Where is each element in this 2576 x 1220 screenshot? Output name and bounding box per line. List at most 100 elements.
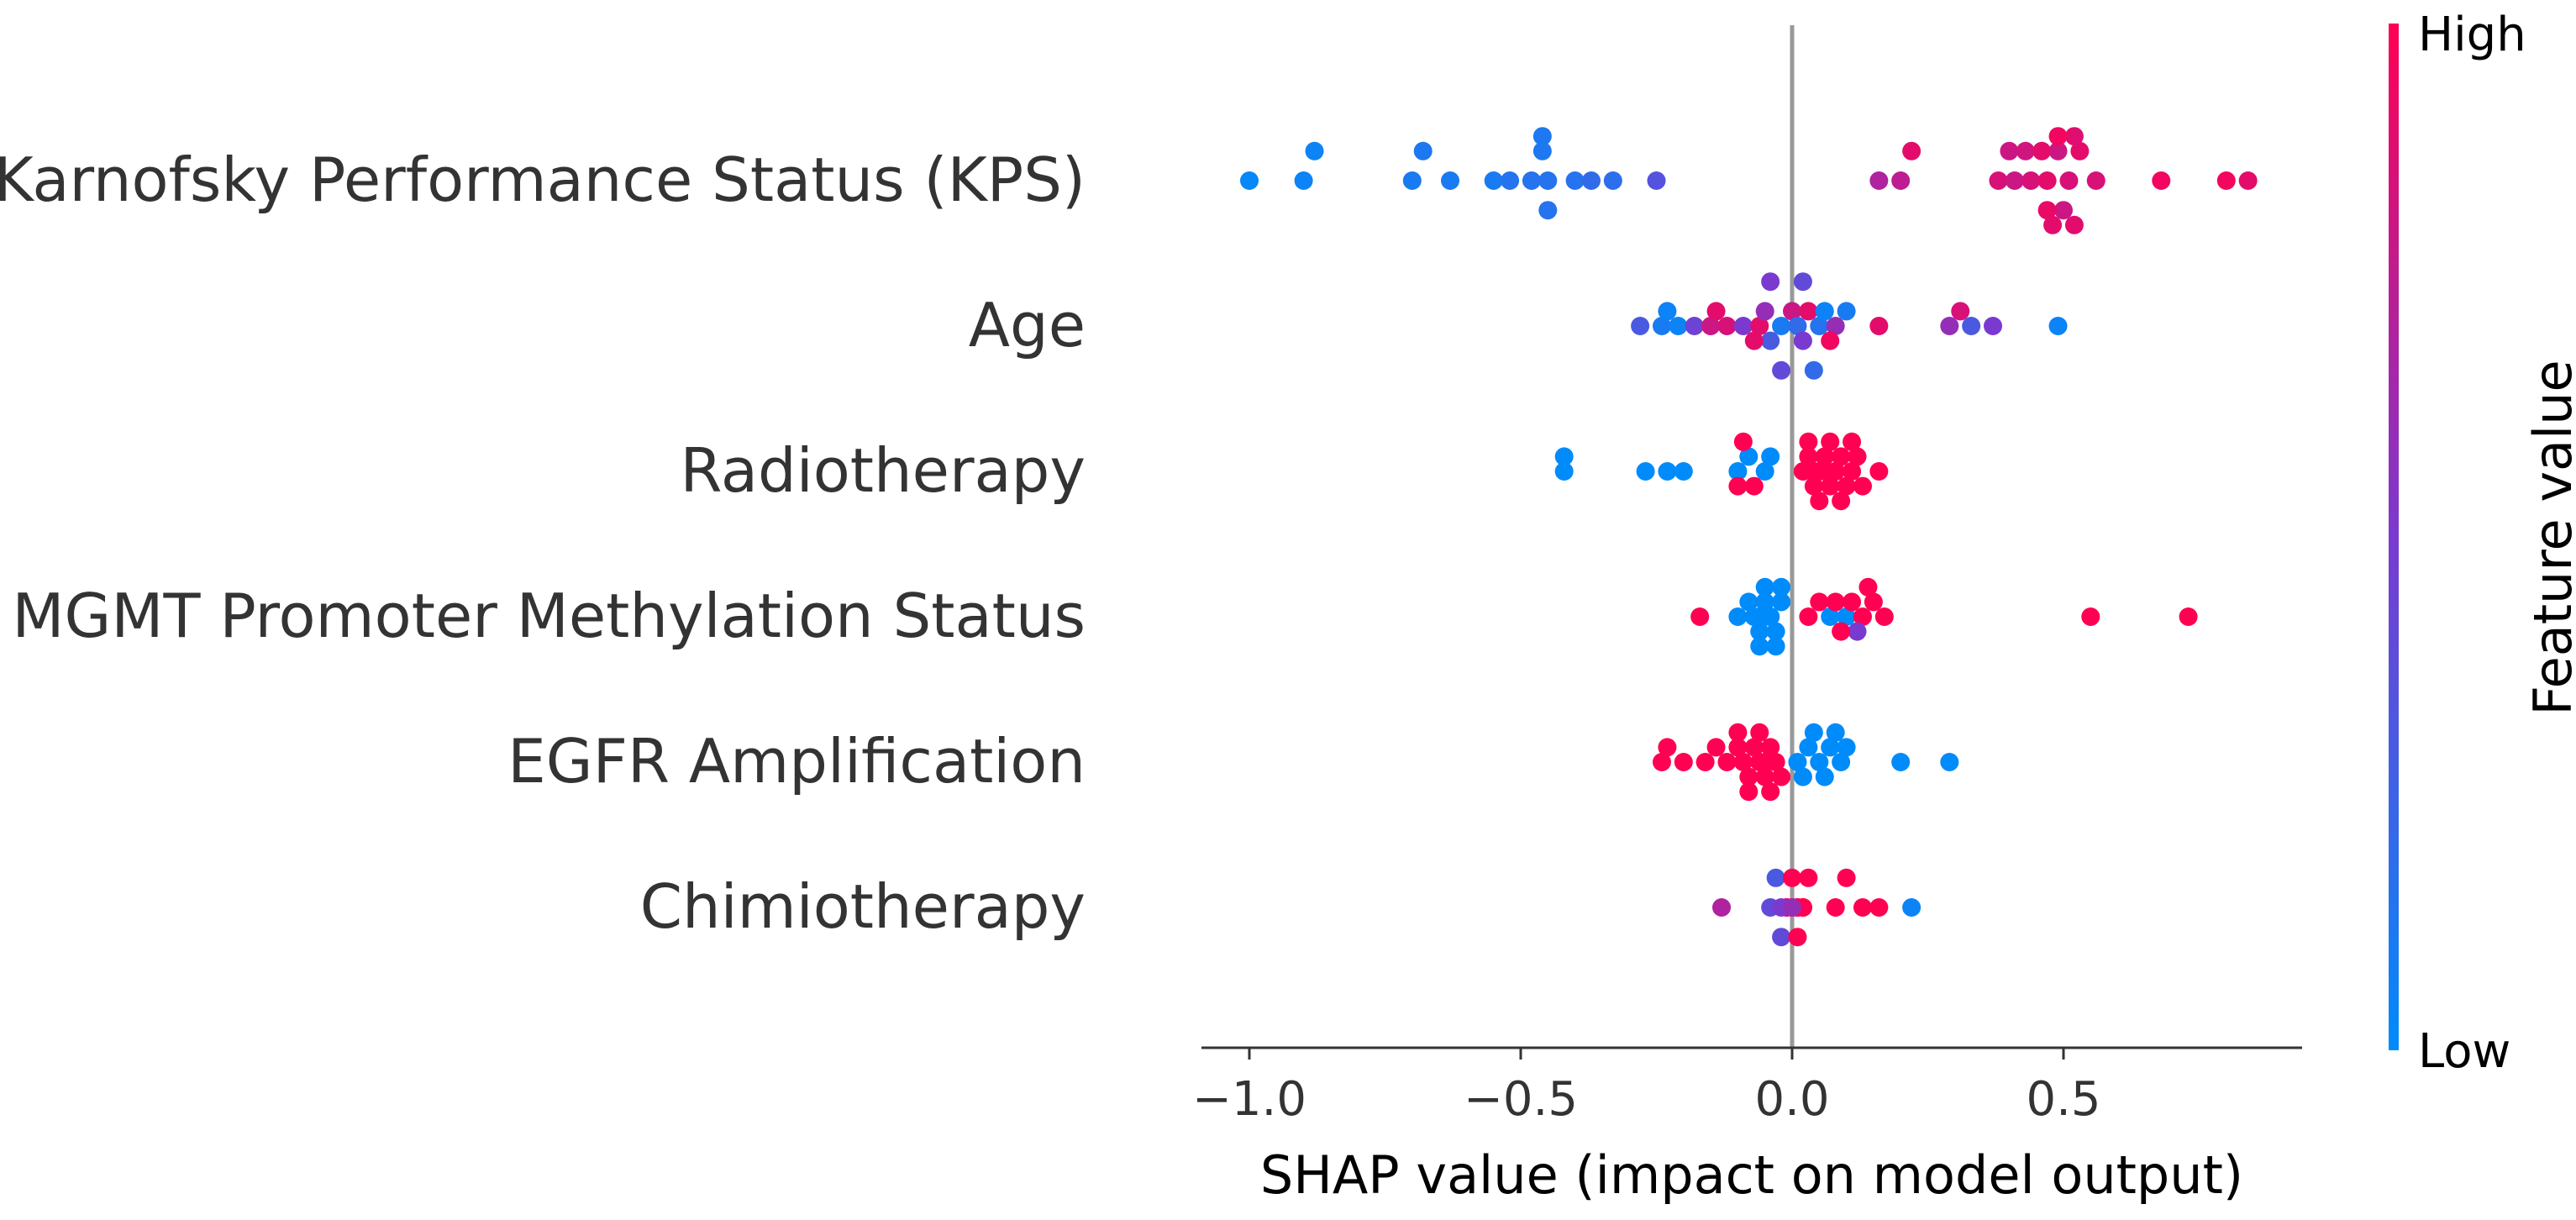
shap-point <box>2152 171 2171 190</box>
feature-label: EGFR Amplification <box>507 726 1086 797</box>
shap-point <box>1538 171 1558 190</box>
shap-point <box>1837 868 1856 887</box>
colorbar-high-label: High <box>2418 8 2526 62</box>
x-axis-title: SHAP value (impact on model output) <box>1260 1144 2243 1206</box>
shap-point <box>1843 592 1862 612</box>
shap-point <box>1843 432 1862 451</box>
shap-point <box>1962 317 1981 335</box>
shap-point <box>1294 171 1313 190</box>
shap-point <box>1761 272 1780 292</box>
shap-point <box>1837 738 1856 757</box>
shap-point <box>1658 462 1677 481</box>
shap-point <box>1750 317 1769 335</box>
shap-point <box>1554 447 1574 466</box>
shap-point <box>2216 171 2236 190</box>
shap-point <box>1837 302 1856 321</box>
shap-point <box>1755 592 1774 612</box>
shap-point <box>1690 607 1710 626</box>
shap-point <box>1821 607 1840 626</box>
shap-point <box>1826 317 1845 335</box>
shap-point <box>1826 723 1845 742</box>
shap-point <box>2238 171 2258 190</box>
shap-point <box>1984 317 2003 335</box>
shap-point <box>1804 476 1823 496</box>
shap-point <box>1728 462 1748 481</box>
shap-point <box>1815 302 1834 321</box>
shap-point <box>1766 868 1785 887</box>
shap-point <box>1728 738 1748 757</box>
feature-label: Radiotherapy <box>680 435 1086 506</box>
shap-point <box>2064 127 2084 146</box>
shap-point <box>1804 360 1823 380</box>
shap-point <box>1772 360 1791 380</box>
shap-point <box>1815 767 1834 786</box>
shap-point <box>1843 462 1862 481</box>
shap-point <box>2037 201 2057 220</box>
shap-point <box>1501 171 1520 190</box>
shap-point <box>1441 171 1460 190</box>
shap-point <box>1804 462 1823 481</box>
shap-point <box>1761 782 1780 802</box>
shap-point <box>1799 607 1818 626</box>
shap-point <box>1853 476 1872 496</box>
shap-point <box>1799 868 1818 887</box>
shap-point <box>1799 738 1818 757</box>
shap-point <box>1793 272 1812 292</box>
shap-point <box>1826 462 1845 481</box>
shap-point <box>1793 767 1812 786</box>
shap-point <box>1728 476 1748 496</box>
shap-point <box>1783 868 1801 887</box>
shap-point <box>1837 476 1856 496</box>
shap-point <box>1761 738 1780 757</box>
feature-label: MGMT Promoter Methylation Status <box>12 581 1086 651</box>
shap-point <box>1799 302 1818 321</box>
shap-point <box>2037 171 2057 190</box>
shap-point <box>1783 302 1801 321</box>
shap-point <box>1717 753 1737 771</box>
shap-point <box>2048 141 2068 160</box>
shap-point <box>1853 898 1872 917</box>
shap-point <box>1891 171 1911 190</box>
shap-point <box>1733 317 1753 335</box>
shap-point <box>2054 201 2073 220</box>
shap-point <box>1652 753 1671 771</box>
shap-point <box>1532 141 1552 160</box>
shap-point <box>1581 171 1601 190</box>
feature-label: Age <box>969 290 1086 360</box>
shap-point <box>1755 767 1774 786</box>
shap-point <box>1783 898 1801 917</box>
shap-point <box>1739 767 1759 786</box>
shap-point <box>1826 592 1845 612</box>
shap-point <box>1810 592 1829 612</box>
shap-point <box>1858 577 1878 597</box>
shap-point <box>1874 607 1894 626</box>
shap-point <box>1755 577 1774 597</box>
shap-point <box>1522 171 1541 190</box>
shap-point <box>1305 141 1324 160</box>
shap-point <box>1728 723 1748 742</box>
shap-point <box>1717 317 1737 335</box>
shap-point <box>1821 476 1840 496</box>
shap-point <box>1755 753 1774 771</box>
shap-point <box>1658 738 1677 757</box>
shap-point <box>1744 476 1764 496</box>
shap-point <box>1652 317 1671 335</box>
shap-point <box>1837 607 1856 626</box>
colorbar <box>2389 24 2399 1050</box>
shap-point <box>1603 171 1622 190</box>
shap-point <box>1733 432 1753 451</box>
shap-point <box>1402 171 1422 190</box>
shap-point <box>1989 171 2008 190</box>
shap-point <box>1902 141 1921 160</box>
shap-point <box>1793 331 1812 350</box>
shap-point <box>2021 171 2041 190</box>
shap-point <box>2005 171 2024 190</box>
shap-point <box>2048 127 2068 146</box>
shap-point <box>1788 753 1807 771</box>
colorbar-low-label: Low <box>2418 1024 2510 1079</box>
shap-point <box>1821 331 1840 350</box>
shap-point <box>1647 171 1666 190</box>
shap-point <box>1832 447 1851 466</box>
shap-point <box>1750 723 1769 742</box>
